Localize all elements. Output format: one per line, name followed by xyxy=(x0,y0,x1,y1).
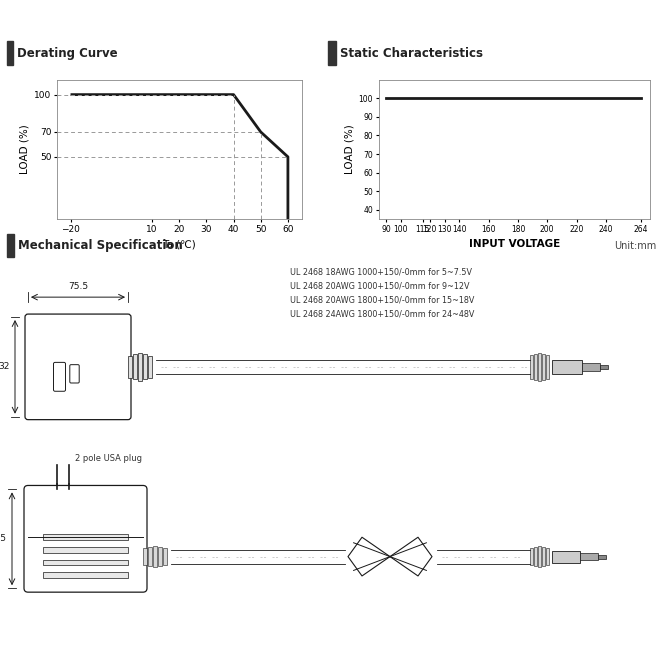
Bar xyxy=(530,548,533,566)
FancyBboxPatch shape xyxy=(24,485,147,592)
Bar xyxy=(143,355,147,379)
Bar xyxy=(546,548,549,566)
Bar xyxy=(163,548,167,566)
Bar xyxy=(600,365,608,369)
Bar xyxy=(546,355,549,378)
Bar xyxy=(552,550,580,562)
Bar xyxy=(43,546,128,552)
Bar xyxy=(542,354,545,380)
Bar xyxy=(582,363,600,371)
FancyBboxPatch shape xyxy=(25,314,131,420)
Bar xyxy=(552,360,582,374)
Y-axis label: LOAD (%): LOAD (%) xyxy=(344,125,354,174)
Text: Derating Curve: Derating Curve xyxy=(17,46,118,60)
Bar xyxy=(143,548,147,566)
X-axis label: INPUT VOLTAGE: INPUT VOLTAGE xyxy=(468,239,560,249)
Bar xyxy=(153,546,157,568)
Text: UL 2468 18AWG 1000+150/-0mm for 5~7.5V: UL 2468 18AWG 1000+150/-0mm for 5~7.5V xyxy=(290,267,472,276)
Bar xyxy=(534,546,537,566)
Bar xyxy=(43,534,128,540)
Bar xyxy=(43,572,128,578)
Bar xyxy=(542,546,545,566)
Text: Mechanical Specification: Mechanical Specification xyxy=(19,239,183,252)
Text: Unit:mm: Unit:mm xyxy=(614,240,657,251)
Text: UL 2468 20AWG 1800+150/-0mm for 15~18V: UL 2468 20AWG 1800+150/-0mm for 15~18V xyxy=(290,295,474,304)
FancyBboxPatch shape xyxy=(54,363,66,391)
Bar xyxy=(530,355,533,378)
Text: Static Characteristics: Static Characteristics xyxy=(340,46,483,60)
Bar xyxy=(534,354,537,380)
Text: 32: 32 xyxy=(0,363,10,371)
Text: 47.5: 47.5 xyxy=(0,535,7,543)
Bar xyxy=(158,546,162,566)
Bar xyxy=(128,356,132,378)
Bar xyxy=(598,554,606,558)
Bar xyxy=(538,546,541,568)
Bar xyxy=(7,234,14,257)
Text: 2 pole USA plug: 2 pole USA plug xyxy=(75,454,142,463)
Text: UL 2468 20AWG 1000+150/-0mm for 9~12V: UL 2468 20AWG 1000+150/-0mm for 9~12V xyxy=(290,282,470,290)
Bar xyxy=(328,41,336,64)
Bar xyxy=(148,546,152,566)
X-axis label: Ta (℃): Ta (℃) xyxy=(162,239,196,249)
FancyBboxPatch shape xyxy=(70,365,79,383)
Bar xyxy=(580,553,598,560)
Text: 75.5: 75.5 xyxy=(68,282,88,291)
Bar xyxy=(138,353,142,380)
Bar xyxy=(538,353,541,380)
Y-axis label: LOAD (%): LOAD (%) xyxy=(20,125,30,174)
Bar xyxy=(43,560,128,566)
Bar xyxy=(133,355,137,379)
Bar xyxy=(148,356,152,378)
Text: UL 2468 24AWG 1800+150/-0mm for 24~48V: UL 2468 24AWG 1800+150/-0mm for 24~48V xyxy=(290,309,474,318)
Bar xyxy=(7,41,13,64)
